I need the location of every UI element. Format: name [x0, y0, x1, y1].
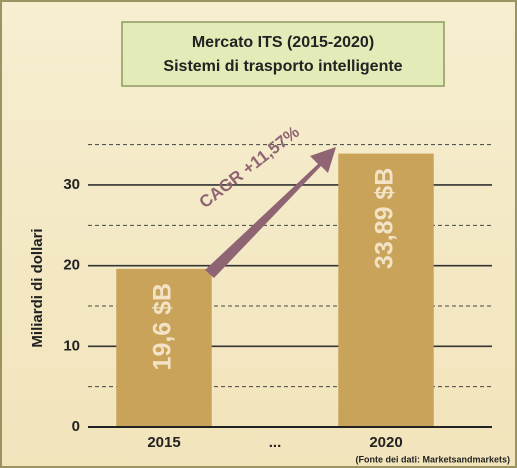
bar	[116, 268, 212, 427]
source: (Fonte dei dati: Marketsandmarkets)	[355, 454, 510, 464]
y-tick-label: 0	[72, 418, 80, 435]
value-label: 33,89 $B	[371, 168, 399, 269]
chart-subtitle: Sistemi di trasporto intelligente	[163, 58, 402, 75]
x-tick-label: 2015	[147, 434, 180, 451]
x-tick-label: ...	[269, 434, 282, 451]
y-axis-label: Miliardi di dollari	[29, 228, 46, 347]
x-tick-label: 2020	[369, 434, 402, 451]
y-tick-label: 20	[63, 257, 80, 274]
y-tick-label: 10	[63, 337, 80, 354]
y-tick-label: 30	[63, 176, 80, 193]
chart-title: Mercato ITS (2015-2020)	[192, 34, 374, 51]
bar	[338, 153, 434, 427]
cagr-arrow	[205, 147, 336, 278]
title-box	[121, 21, 445, 87]
value-label: 19,6 $B	[149, 283, 177, 371]
